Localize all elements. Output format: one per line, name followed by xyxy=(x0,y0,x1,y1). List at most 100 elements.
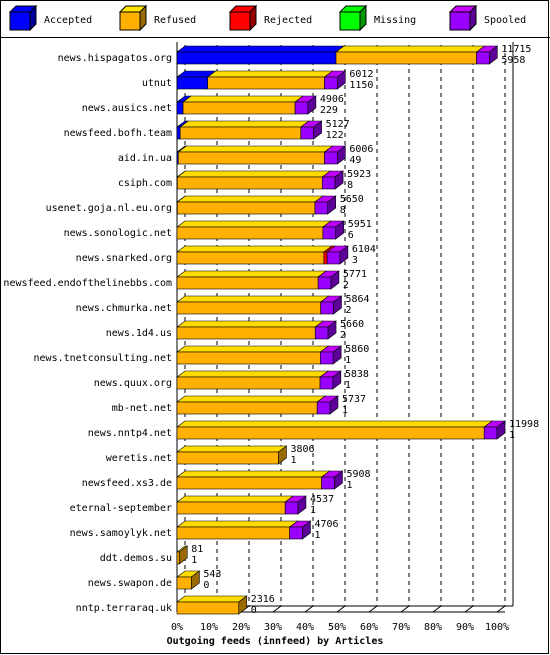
y-tick-label: news.swapon.de xyxy=(88,578,172,589)
accepted-label: 1 xyxy=(191,555,197,566)
offered-label: 6104 xyxy=(352,244,376,255)
bar-segment xyxy=(483,426,498,440)
offered-label: 5923 xyxy=(347,169,371,180)
bar-segment xyxy=(326,251,341,265)
bar-segment xyxy=(176,326,316,340)
chart-title: Outgoing feeds (innfeed) by Articles xyxy=(167,635,384,647)
bar-side xyxy=(333,295,342,315)
bar-segment xyxy=(314,326,329,340)
bar-segment xyxy=(176,101,184,115)
x-tick xyxy=(336,605,346,613)
bar-segment xyxy=(182,101,296,115)
y-tick-label: utnut xyxy=(142,78,172,89)
bar-top xyxy=(176,395,327,403)
bar-top xyxy=(176,170,332,178)
y-tick-label: news.tnetconsulting.net xyxy=(34,353,172,364)
bar-segment xyxy=(176,551,180,565)
bar-side xyxy=(238,595,248,615)
bar-segment xyxy=(176,601,240,615)
accepted-label: 8 xyxy=(347,180,353,191)
accepted-label: 1 xyxy=(346,480,352,491)
bar-segment xyxy=(320,301,334,315)
bar-segment xyxy=(176,76,209,90)
accepted-label: 0 xyxy=(251,605,257,616)
legend-label: Missing xyxy=(374,15,416,26)
y-tick-label: news.hispagatos.org xyxy=(58,53,172,64)
bar-side xyxy=(339,245,349,265)
legend-label: Accepted xyxy=(44,15,92,26)
bar-segment xyxy=(289,526,303,540)
bar-segment xyxy=(314,201,329,215)
bar-top xyxy=(176,495,295,503)
legend-swatch xyxy=(9,11,31,31)
y-tick-label: eternal-september xyxy=(70,503,172,514)
offered-label: 81 xyxy=(191,544,203,555)
bar-side xyxy=(327,195,337,215)
bar-side xyxy=(335,220,345,240)
bar-top xyxy=(335,45,486,53)
x-tick-label: 0% xyxy=(171,622,183,633)
y-tick-label: nntp.terraraq.uk xyxy=(76,603,172,614)
y-tick-label: newsfeed.xs3.de xyxy=(82,478,172,489)
accepted-label: 2 xyxy=(345,305,351,316)
bar-side xyxy=(496,420,506,440)
y-tick-label: news.nntp4.net xyxy=(88,428,172,439)
x-tick-label: 90% xyxy=(456,622,474,633)
offered-label: 5771 xyxy=(343,269,367,280)
bar-segment xyxy=(319,376,334,390)
bar-segment xyxy=(335,51,477,65)
offered-label: 5860 xyxy=(345,344,369,355)
bar-top xyxy=(176,220,332,228)
accepted-label: 0 xyxy=(203,580,209,591)
bar-segment xyxy=(176,451,279,465)
offered-label: 5864 xyxy=(345,294,369,305)
legend-label: Refused xyxy=(154,15,196,26)
x-tick-label: 100% xyxy=(485,622,509,633)
offered-label: 5650 xyxy=(340,194,364,205)
y-tick-label: news.ausics.net xyxy=(82,103,172,114)
accepted-label: 5958 xyxy=(501,55,525,66)
bar-top xyxy=(176,320,325,328)
offered-label: 5908 xyxy=(346,469,370,480)
accepted-label: 1 xyxy=(290,455,296,466)
bar-segment xyxy=(321,176,336,190)
bar-segment xyxy=(294,101,309,115)
bar-segment xyxy=(300,126,314,140)
x-tick-label: 80% xyxy=(424,622,442,633)
bar-side xyxy=(337,70,346,90)
offered-label: 5951 xyxy=(348,219,372,230)
bar-segment xyxy=(177,201,316,215)
bar-segment xyxy=(176,251,325,265)
offered-label: 6006 xyxy=(349,144,373,155)
bar-side xyxy=(307,95,317,115)
bar-segment xyxy=(176,126,181,140)
legend-label: Rejected xyxy=(264,15,312,26)
y-tick-label: news.snarked.org xyxy=(76,253,172,264)
bar-segment xyxy=(317,276,332,290)
offered-label: 5660 xyxy=(340,319,364,330)
offered-label: 11715 xyxy=(501,44,531,55)
offered-label: 543 xyxy=(203,569,221,580)
x-tick xyxy=(464,605,474,613)
accepted-label: 229 xyxy=(320,105,338,116)
bar-side xyxy=(178,545,188,565)
bar-side xyxy=(297,495,307,515)
bar-segment xyxy=(176,376,321,390)
bar-segment xyxy=(179,126,302,140)
offered-label: 5737 xyxy=(342,394,366,405)
bar-segment xyxy=(176,301,321,315)
offered-label: 2316 xyxy=(251,594,275,605)
x-tick xyxy=(304,605,314,613)
bar-top xyxy=(176,470,331,478)
bar-top xyxy=(176,595,248,603)
accepted-label: 122 xyxy=(326,130,344,141)
x-tick-label: 70% xyxy=(392,622,410,633)
bar-side xyxy=(329,395,339,415)
x-tick-label: 50% xyxy=(328,622,346,633)
bar-top xyxy=(177,145,334,153)
offered-label: 6012 xyxy=(349,69,373,80)
accepted-label: 2 xyxy=(343,280,349,291)
y-tick-label: news.quux.org xyxy=(94,378,172,389)
bar-top xyxy=(176,445,288,453)
